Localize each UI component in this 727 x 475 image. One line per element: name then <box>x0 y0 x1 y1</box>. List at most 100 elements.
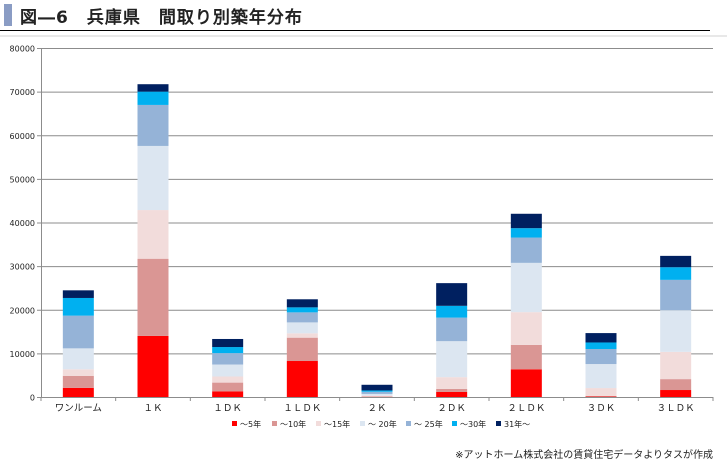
bar-segment <box>286 333 318 338</box>
bar-segment <box>660 351 692 380</box>
bar-segment <box>585 395 617 397</box>
legend-label: ～5年 <box>240 419 261 429</box>
x-tick-label: １ＬＤＫ <box>283 403 321 414</box>
source-note: ※アットホーム株式会社の賃貸住宅データよりタスが作成 <box>455 450 713 461</box>
bar-segment <box>137 210 169 259</box>
legend-swatch <box>272 421 277 426</box>
legend-item: 31年～ <box>496 419 530 429</box>
legend-swatch <box>316 421 321 426</box>
bar-segment <box>286 312 318 323</box>
bar-segment <box>137 84 169 92</box>
bar-segment <box>510 344 542 370</box>
legend-swatch <box>360 421 365 426</box>
bar-segment <box>510 312 542 345</box>
page-title: 図―6 兵庫県 間取り別築年分布 <box>20 8 303 28</box>
bar-segment <box>585 364 617 389</box>
bar-segment <box>361 395 393 397</box>
bar-segment <box>286 322 318 334</box>
legend-item: ～5年 <box>232 419 261 429</box>
legend-label: ～30年 <box>460 419 486 429</box>
legend-swatch <box>232 421 237 426</box>
bar-segment <box>660 255 692 268</box>
bar-segment <box>585 342 617 350</box>
bar-segment <box>62 315 94 349</box>
x-tick-label: ２Ｋ <box>367 403 386 414</box>
bar-stack <box>137 84 169 397</box>
x-tick-label: ２ＤＫ <box>437 403 466 414</box>
bar-stack <box>212 338 244 397</box>
title-accent-bar <box>4 4 12 26</box>
bar-segment <box>585 333 617 343</box>
bar-segment <box>660 279 692 311</box>
bar-segment <box>62 375 94 388</box>
bar-segment <box>212 382 244 392</box>
bar-segment <box>361 384 393 391</box>
bar-segment <box>212 347 244 354</box>
bar-segment <box>436 317 468 342</box>
y-tick-label: 60000 <box>10 132 35 141</box>
x-tick-label: １ＤＫ <box>213 403 242 414</box>
x-tick-label: ２ＬＤＫ <box>507 403 545 414</box>
bar-segment <box>62 369 94 376</box>
bar-segment <box>660 267 692 280</box>
bar-stack <box>585 333 617 397</box>
x-tick-label: ３ＬＤＫ <box>657 403 695 414</box>
bar-stack <box>510 213 542 397</box>
x-tick-label: ワンルーム <box>55 403 102 414</box>
bar-segment <box>361 393 393 396</box>
bar-segment <box>286 337 318 362</box>
bar-segment <box>212 391 244 397</box>
bar-segment <box>62 290 94 298</box>
legend-label: ～10年 <box>280 419 306 429</box>
title-underline <box>0 30 710 31</box>
bar-stack <box>660 255 692 397</box>
bar-stack <box>62 290 94 397</box>
x-tick-label: ３ＤＫ <box>587 403 616 414</box>
bar-segment <box>585 349 617 365</box>
bar-segment <box>137 335 169 397</box>
legend-item: ～ 25年 <box>406 419 443 429</box>
bar-segment <box>510 262 542 313</box>
bar-segment <box>137 91 169 105</box>
y-tick-label: 30000 <box>10 263 35 272</box>
y-tick-label: 20000 <box>10 306 35 315</box>
bar-segment <box>286 307 318 313</box>
legend-label: 31年～ <box>504 419 530 429</box>
bar-segment <box>660 390 692 397</box>
y-tick-label: 0 <box>30 394 35 403</box>
bar-segment <box>361 391 393 394</box>
stacked-bar-chart: 0 10000 20000 30000 40000 50000 60000 70000 8000… <box>0 35 727 429</box>
bar-segment <box>212 364 244 377</box>
y-tick-label: 10000 <box>10 350 35 359</box>
bar-segment <box>510 237 542 263</box>
bar-segment <box>286 361 318 397</box>
y-tick-label: 70000 <box>10 88 35 97</box>
legend-label: ～15年 <box>324 419 350 429</box>
bar-segment <box>62 297 94 316</box>
bar-segment <box>510 369 542 397</box>
bar-stack <box>286 299 318 397</box>
legend-item: ～15年 <box>316 419 350 429</box>
bar-stack <box>361 384 393 397</box>
legend-label: ～ 25年 <box>414 419 443 429</box>
bar-segment <box>137 104 169 146</box>
bar-segment <box>62 348 94 370</box>
bar-segment <box>436 283 468 306</box>
bar-segment <box>510 213 542 229</box>
bar-segment <box>361 390 393 392</box>
x-tick-label: １Ｋ <box>143 403 162 414</box>
bar-segment <box>660 379 692 391</box>
bar-segment <box>212 338 244 348</box>
bar-segment <box>436 341 468 378</box>
y-tick-label: 80000 <box>10 45 35 54</box>
bar-segment <box>660 310 692 352</box>
bar-segment <box>510 228 542 238</box>
legend-item: ～ 20年 <box>360 419 397 429</box>
legend-swatch <box>452 421 457 426</box>
legend-item: ～30年 <box>452 419 486 429</box>
bar-segment <box>212 353 244 365</box>
bar-segment <box>137 145 169 211</box>
bar-segment <box>286 299 318 308</box>
bar-segment <box>62 387 94 397</box>
y-tick-label: 40000 <box>10 219 35 228</box>
